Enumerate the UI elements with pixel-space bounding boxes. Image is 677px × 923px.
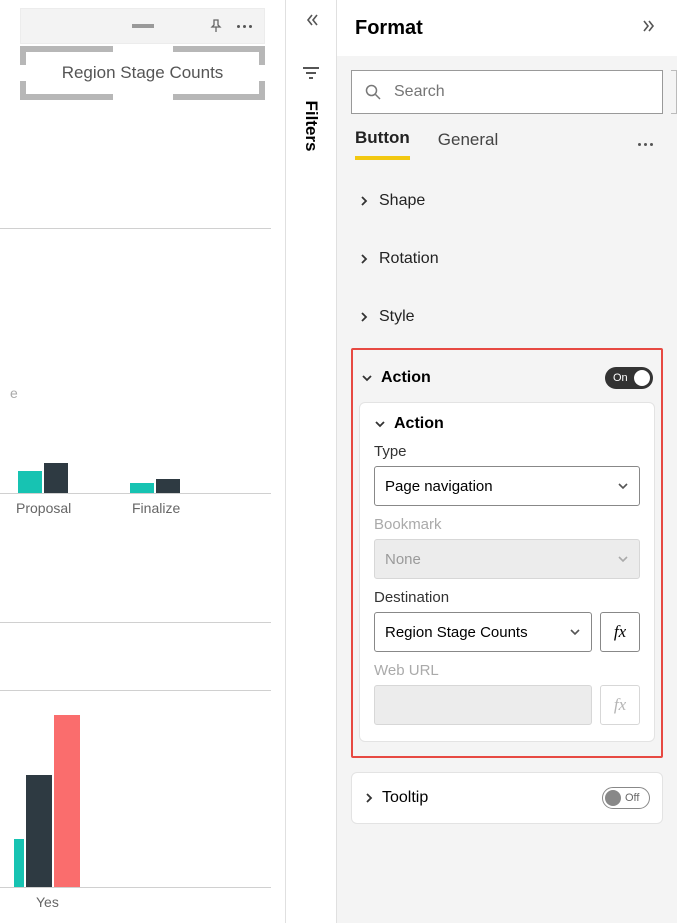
tab-button[interactable]: Button [355,128,410,160]
destination-dropdown[interactable]: Region Stage Counts [374,612,592,652]
filters-pane-label[interactable]: Filters [301,100,321,151]
visual-header-bar [20,8,265,44]
chart-bar [156,479,180,493]
search-icon [364,83,382,101]
chart-fragment-top: Proposal Finalize [0,228,271,528]
format-tabs: Button General [351,128,663,164]
drag-handle-icon[interactable] [132,24,154,28]
section-rotation[interactable]: Rotation [351,230,663,288]
format-pane-header: Format [337,0,677,56]
report-canvas: Region Stage Counts Proposal Finalize e … [0,0,285,923]
section-tooltip[interactable]: Tooltip Off [351,772,663,824]
chart-bar [18,471,42,493]
axis-category-label: Yes [36,894,59,910]
type-label: Type [374,443,640,460]
chevron-right-icon [357,195,371,207]
action-subsection-header[interactable]: Action [374,415,640,433]
expand-pane-icon[interactable] [641,17,659,40]
destination-label: Destination [374,589,640,606]
chevron-right-icon [364,792,374,804]
chevron-down-icon [617,554,629,564]
section-action-highlighted: Action On Action Type Page navigation [351,348,663,758]
filters-pane-collapsed: Filters [285,0,337,923]
truncated-axis-label: e [10,385,18,401]
tab-general[interactable]: General [438,130,498,158]
section-shape[interactable]: Shape [351,172,663,230]
search-input[interactable] [392,82,650,102]
axis-category-label: Finalize [132,500,180,516]
tabs-more-icon[interactable] [632,137,659,152]
tooltip-toggle[interactable]: Off [602,787,650,809]
chevron-down-icon [361,373,373,383]
weburl-label: Web URL [374,662,640,679]
destination-fx-button[interactable]: fx [600,612,640,652]
weburl-fx-button: fx [600,685,640,725]
chevron-down-icon [569,627,581,637]
scrollbar-hint [671,70,677,114]
section-action-header[interactable]: Action On [359,354,655,402]
filters-icon [302,66,320,85]
chevron-right-icon [357,311,371,323]
action-toggle[interactable]: On [605,367,653,389]
format-pane-title: Format [355,17,423,40]
collapse-pane-icon[interactable] [286,0,336,40]
selected-button-visual[interactable]: Region Stage Counts [20,46,265,100]
action-settings-card: Action Type Page navigation Bookmark Non… [359,402,655,742]
chart-bar [26,775,52,887]
type-dropdown[interactable]: Page navigation [374,466,640,506]
chart-fragment-bottom: Yes [0,622,271,922]
chevron-down-icon [617,481,629,491]
pin-icon[interactable] [204,14,228,38]
section-style[interactable]: Style [351,288,663,346]
chart-bar [54,715,80,887]
chevron-down-icon [374,419,386,429]
button-visual-label: Region Stage Counts [62,63,224,83]
chevron-right-icon [357,253,371,265]
axis-category-label: Proposal [16,500,71,516]
bookmark-dropdown: None [374,539,640,579]
format-pane: Format Button General Shape Rotation [337,0,677,923]
bookmark-label: Bookmark [374,516,640,533]
more-options-icon[interactable] [232,14,256,38]
search-input-wrapper[interactable] [351,70,663,114]
chart-bar [14,839,24,887]
weburl-input [374,685,592,725]
chart-bar [44,463,68,493]
chart-bar [130,483,154,493]
